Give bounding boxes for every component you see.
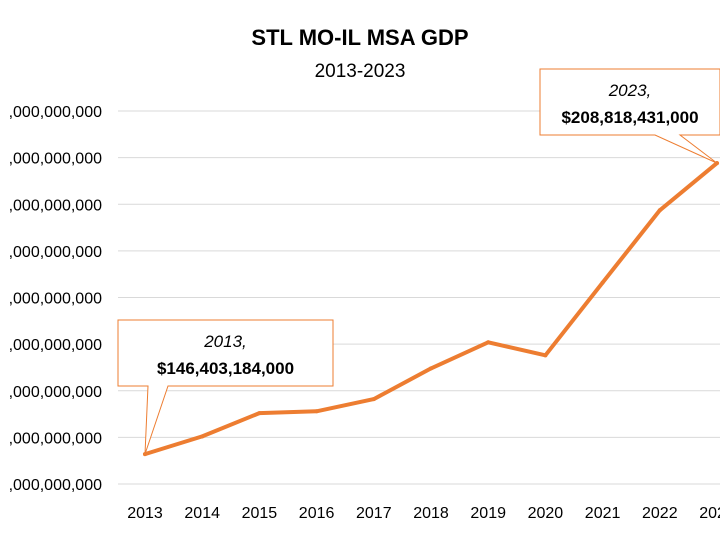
y-tick-label: ,000,000,000 bbox=[9, 430, 103, 447]
x-tick-label: 2014 bbox=[184, 505, 220, 522]
data-point bbox=[543, 353, 548, 358]
data-point bbox=[486, 340, 491, 345]
x-tick-label: 2013 bbox=[127, 505, 163, 522]
x-tick-label: 2020 bbox=[528, 505, 564, 522]
data-point bbox=[314, 409, 319, 414]
x-tick-label: 2019 bbox=[470, 505, 506, 522]
callout-year-label: 2023, bbox=[608, 81, 652, 100]
y-tick-label: ,000,000,000 bbox=[9, 291, 103, 308]
callout-value-label: $146,403,184,000 bbox=[157, 359, 294, 378]
callout-value-label: $208,818,431,000 bbox=[561, 108, 698, 127]
data-point bbox=[371, 397, 376, 402]
x-tick-label: 2023 bbox=[699, 505, 720, 522]
callout-box bbox=[539, 68, 720, 164]
x-tick-label: 2021 bbox=[585, 505, 621, 522]
y-tick-label: ,000,000,000 bbox=[9, 197, 103, 214]
x-tick-label: 2022 bbox=[642, 505, 678, 522]
data-point bbox=[429, 366, 433, 371]
y-tick-label: ,000,000,000 bbox=[9, 104, 103, 121]
x-tick-label: 2016 bbox=[299, 505, 335, 522]
x-tick-label: 2017 bbox=[356, 505, 392, 522]
callout-2013: 2013, $146,403,184,000 bbox=[117, 319, 334, 455]
y-tick-label: ,000,000,000 bbox=[9, 244, 103, 261]
callout-2023: 2023, $208,818,431,000 bbox=[539, 68, 720, 164]
data-point bbox=[600, 280, 605, 285]
x-tick-label: 2018 bbox=[413, 505, 449, 522]
y-tick-label: ,000,000,000 bbox=[9, 337, 103, 354]
y-tick-label: ,000,000,000 bbox=[9, 384, 103, 401]
gdp-series-line bbox=[143, 161, 719, 457]
x-tick-label: 2015 bbox=[242, 505, 278, 522]
data-point bbox=[657, 208, 662, 213]
chart-title: STL MO-IL MSA GDP bbox=[251, 25, 468, 50]
callout-year-label: 2013, bbox=[203, 332, 247, 351]
y-tick-label: ,000,000,000 bbox=[9, 477, 103, 494]
callout-box bbox=[117, 319, 334, 455]
data-point bbox=[200, 434, 205, 439]
chart-subtitle: 2013-2023 bbox=[315, 61, 406, 82]
y-tick-label: ,000,000,000 bbox=[9, 151, 103, 168]
data-point bbox=[257, 411, 262, 416]
